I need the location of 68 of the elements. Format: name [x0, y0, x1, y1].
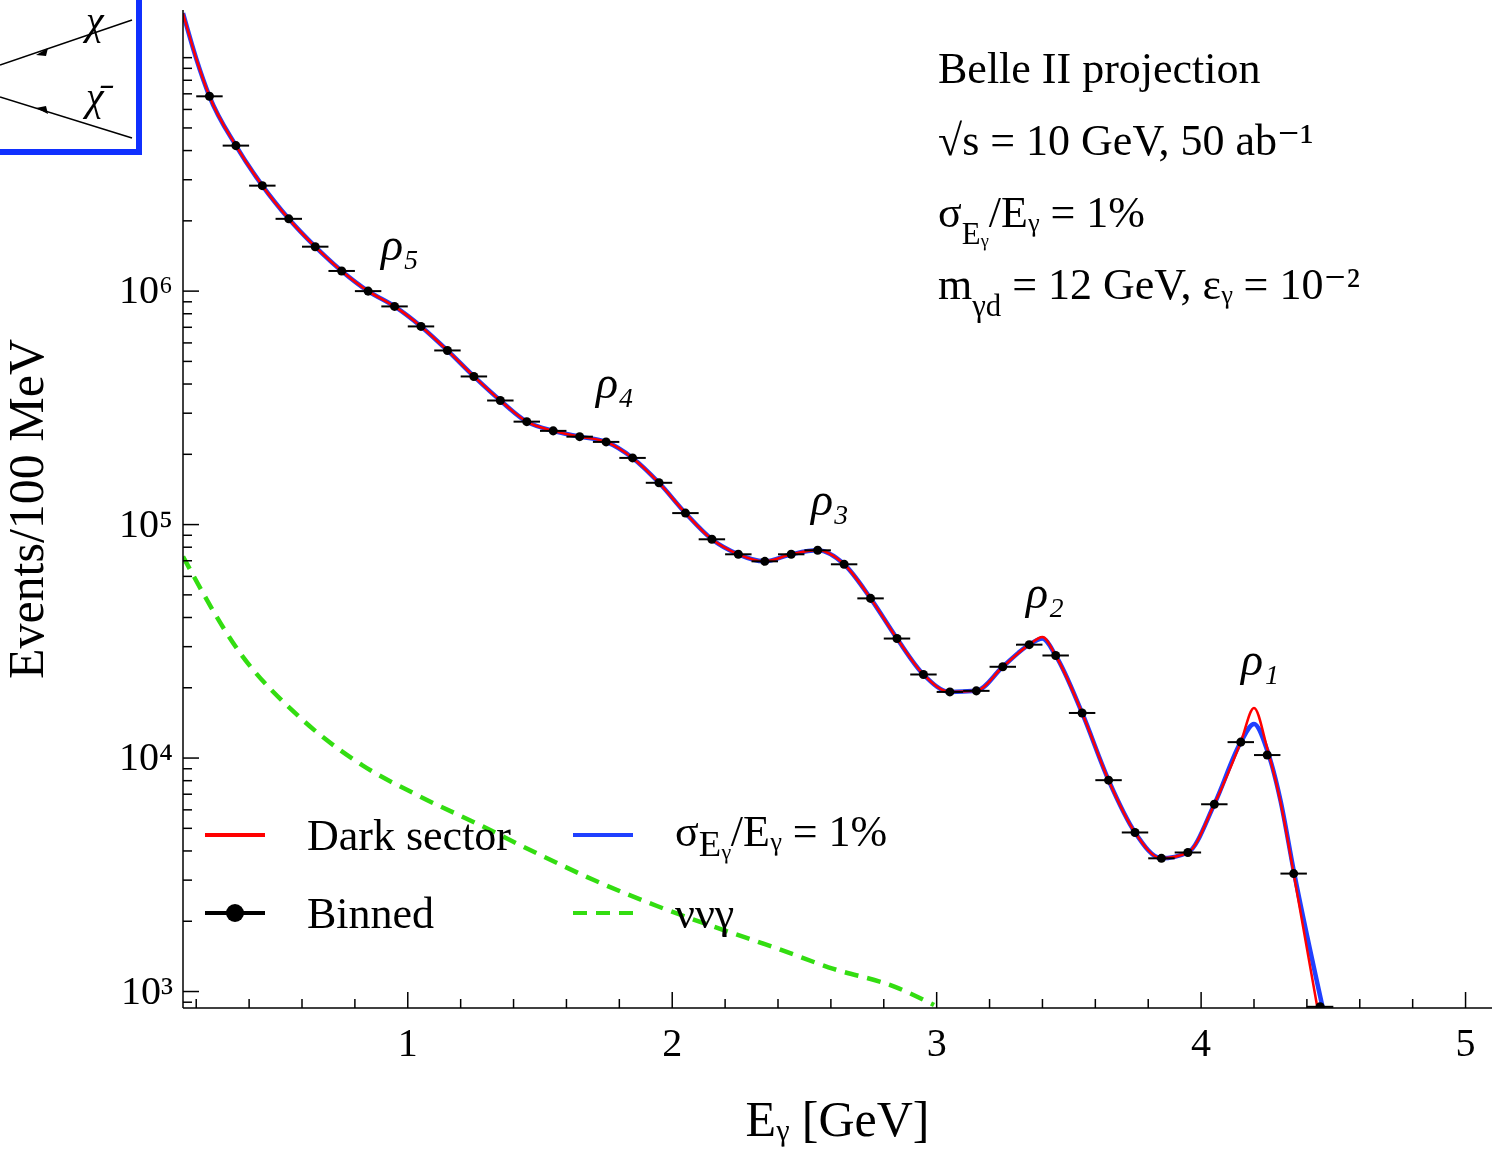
legend-label: Dark sector	[307, 809, 512, 861]
point	[733, 549, 743, 559]
point	[284, 214, 294, 224]
point	[680, 508, 690, 518]
y-tick-label: 10⁵	[119, 500, 173, 546]
point	[363, 286, 373, 296]
point	[522, 417, 532, 427]
legend-label: σ$_{Eᵧ}$/Eᵧ = 1%	[675, 805, 888, 865]
point	[1104, 775, 1114, 785]
x-tick-label: 3	[926, 1020, 947, 1065]
y-axis-title: Events/100 MeV	[0, 338, 54, 680]
legend-label: Binned	[307, 887, 435, 939]
y-tick-label: 10⁶	[119, 267, 173, 313]
point	[945, 687, 955, 697]
x-tick-label: 5	[1455, 1020, 1476, 1065]
point	[310, 242, 320, 252]
point	[839, 559, 849, 569]
point	[231, 141, 241, 151]
point	[892, 634, 902, 644]
point	[654, 478, 664, 488]
point	[628, 453, 638, 463]
x-tick-label: 4	[1191, 1020, 1212, 1065]
point	[760, 556, 770, 566]
annotation: Belle II projection	[938, 44, 1261, 93]
point	[257, 181, 267, 191]
x-axis-title: Eᵧ [GeV]	[745, 1091, 930, 1147]
point	[1130, 827, 1140, 837]
annotation: ρ₂	[1023, 567, 1065, 618]
point	[390, 301, 400, 311]
point	[1262, 750, 1272, 760]
x-tick-label: 1	[397, 1020, 418, 1065]
point	[442, 345, 452, 355]
y-tick-label: 10³	[121, 967, 173, 1013]
annotation: ρ₁	[1238, 634, 1280, 685]
annotation: ρ₄	[593, 357, 635, 408]
point	[918, 669, 928, 679]
point	[204, 91, 214, 101]
point	[707, 534, 717, 544]
point	[575, 432, 585, 442]
x-tick-label: 2	[662, 1020, 683, 1065]
point	[1156, 853, 1166, 863]
point	[495, 396, 505, 406]
point	[601, 437, 611, 447]
point	[416, 321, 426, 331]
annotation: σ$_{Eᵧ}$/Eᵧ = 1%	[938, 188, 1145, 251]
point	[1024, 640, 1034, 650]
point	[786, 549, 796, 559]
point	[469, 371, 479, 381]
y-tick-label: 10⁴	[119, 734, 173, 780]
point	[971, 686, 981, 696]
point	[1051, 650, 1061, 660]
point	[1077, 708, 1087, 718]
point	[1183, 847, 1193, 857]
point	[1289, 869, 1299, 879]
point	[813, 545, 823, 555]
annotation: √s = 10 GeV, 50 ab⁻¹	[938, 116, 1314, 165]
annotation: m$_{γd}$ = 12 GeV, εᵧ = 10⁻²	[938, 260, 1360, 323]
point	[866, 593, 876, 603]
point	[1209, 799, 1219, 809]
annotation: ρ₅	[378, 219, 420, 270]
point	[548, 426, 558, 436]
legend-label: ννγ	[675, 887, 735, 939]
annotation: ρ₃	[808, 474, 850, 525]
line-series	[183, 554, 937, 1008]
point	[1236, 737, 1246, 747]
point	[337, 266, 347, 276]
feynman-diagram: χ χ̄	[0, 0, 142, 156]
point	[998, 662, 1008, 672]
